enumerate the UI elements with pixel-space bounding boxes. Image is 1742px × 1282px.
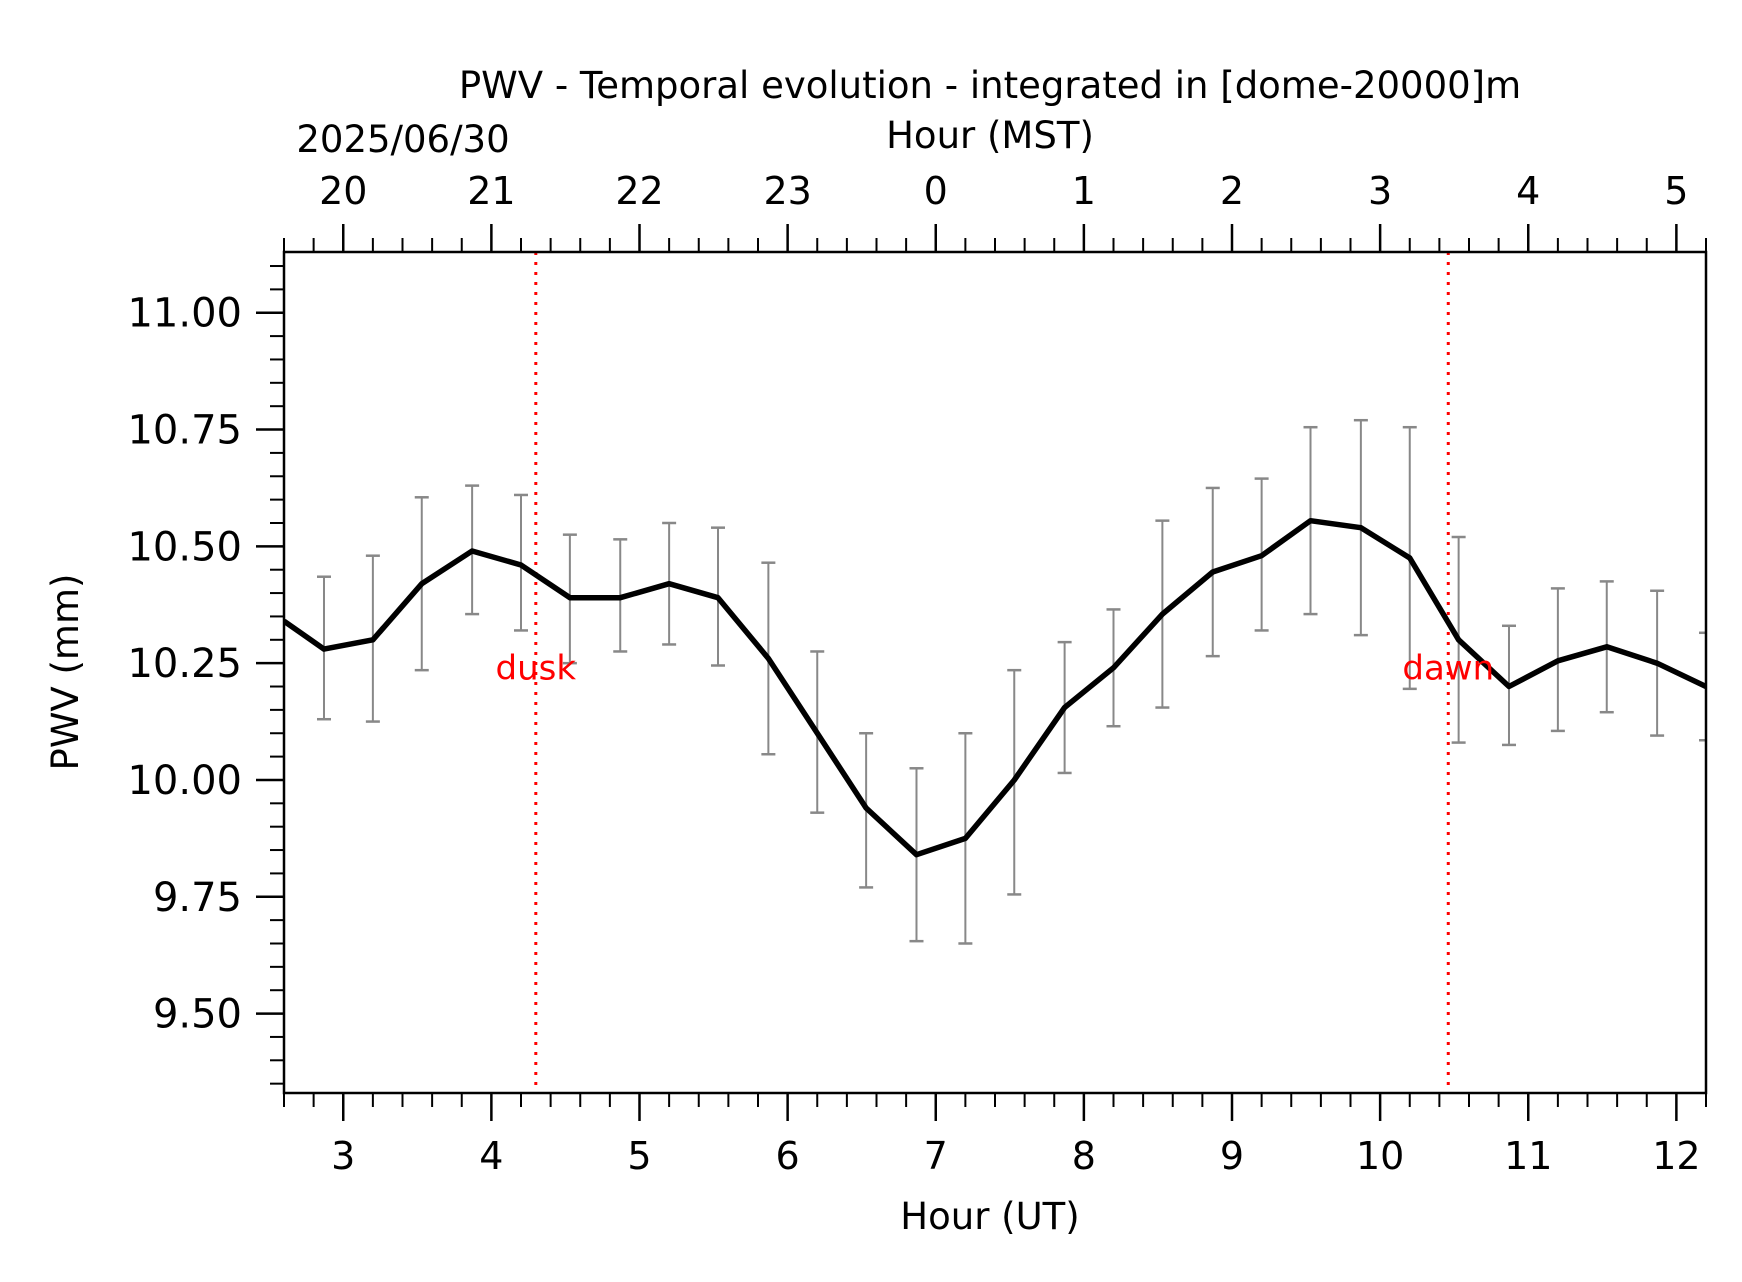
x-tick-label: 7	[924, 1134, 948, 1178]
top-tick-label: 23	[763, 169, 811, 213]
x-tick-label: 6	[776, 1134, 800, 1178]
top-axis-ticks: 20 21 22 23 0 1 2 3 4 5	[283, 169, 1707, 252]
top-tick-label: 22	[615, 169, 663, 213]
y-tick-label: 10.00	[127, 758, 242, 804]
event-label-dusk: dusk	[496, 649, 577, 689]
top-tick-label: 2	[1220, 169, 1244, 213]
x-tick-label: 9	[1220, 1134, 1244, 1178]
left-axis-ticks: 9.50 9.75 10.00 10.25 10.50 10.75 11.00	[127, 265, 284, 1085]
top-tick-label: 20	[319, 169, 367, 213]
top-tick-label: 3	[1368, 169, 1392, 213]
x-tick-label: 10	[1356, 1134, 1404, 1178]
y-tick-label: 11.00	[127, 291, 242, 337]
y-tick-label: 10.25	[127, 641, 242, 687]
top-tick-label: 21	[467, 169, 515, 213]
series-layer	[284, 517, 1706, 858]
event-markers	[534, 252, 1450, 1093]
x-tick-label: 3	[331, 1134, 355, 1178]
x-tick-label: 8	[1072, 1134, 1096, 1178]
y-tick-label: 9.75	[153, 875, 242, 921]
y-tick-label: 10.50	[127, 524, 242, 570]
top-tick-label: 1	[1072, 169, 1096, 213]
event-label-dawn: dawn	[1402, 649, 1494, 689]
y-tick-label: 10.75	[127, 408, 242, 454]
date-label: 2025/06/30	[296, 118, 509, 161]
x-tick-label: 12	[1652, 1134, 1700, 1178]
event-labels: dusk dawn	[496, 649, 1495, 689]
top-tick-label: 5	[1664, 169, 1688, 213]
top-tick-label: 4	[1516, 169, 1540, 213]
x-tick-label: 5	[627, 1134, 651, 1178]
x-tick-label: 11	[1504, 1134, 1552, 1178]
top-tick-label: 0	[924, 169, 948, 213]
top-axis-label: Hour (MST)	[886, 114, 1094, 157]
x-axis-label: Hour (UT)	[900, 1195, 1079, 1238]
x-tick-label: 4	[479, 1134, 503, 1178]
chart-title: PWV - Temporal evolution - integrated in…	[459, 64, 1521, 107]
y-axis-label: PWV (mm)	[44, 574, 87, 771]
y-tick-label: 9.50	[153, 992, 242, 1038]
bottom-axis-ticks: 3 4 5 6 7 8 9 10 11 12	[283, 1093, 1707, 1178]
pwv-series-line	[284, 517, 1706, 858]
plot-frame	[282, 250, 1708, 1095]
